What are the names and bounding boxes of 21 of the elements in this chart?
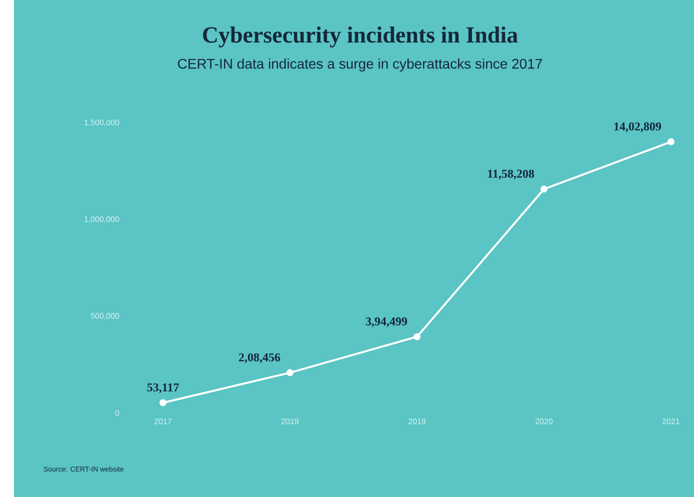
y-tick-label: 500,000 [90, 313, 120, 320]
x-tick-label: 2021 [662, 418, 680, 424]
data-label: 14,02,809 [614, 122, 662, 132]
x-tick-label: 2019 [408, 418, 426, 424]
chart-title: Cybersecurity incidents in India [203, 26, 518, 48]
point [667, 138, 674, 146]
data-label: 11,58,208 [488, 170, 534, 180]
data-label: 2,08,456 [238, 353, 280, 364]
x-tick-label: 2017 [154, 418, 172, 424]
point [414, 333, 420, 340]
y-tick-label: 1,000,000 [84, 216, 120, 223]
chart-subtitle: CERT-IN data indicates a surge in cyberattacks since 2017 [178, 58, 542, 72]
point [540, 186, 548, 193]
y-tick-label: 1,500,000 [84, 120, 120, 126]
x-tick-label: 2020 [536, 418, 553, 424]
y-tick-label: 0 [115, 410, 120, 416]
point [286, 369, 294, 376]
data-label: 3,94,499 [366, 317, 408, 328]
x-tick-label: 2018 [282, 418, 299, 424]
point [160, 399, 167, 406]
data-label: 53,117 [147, 383, 179, 394]
